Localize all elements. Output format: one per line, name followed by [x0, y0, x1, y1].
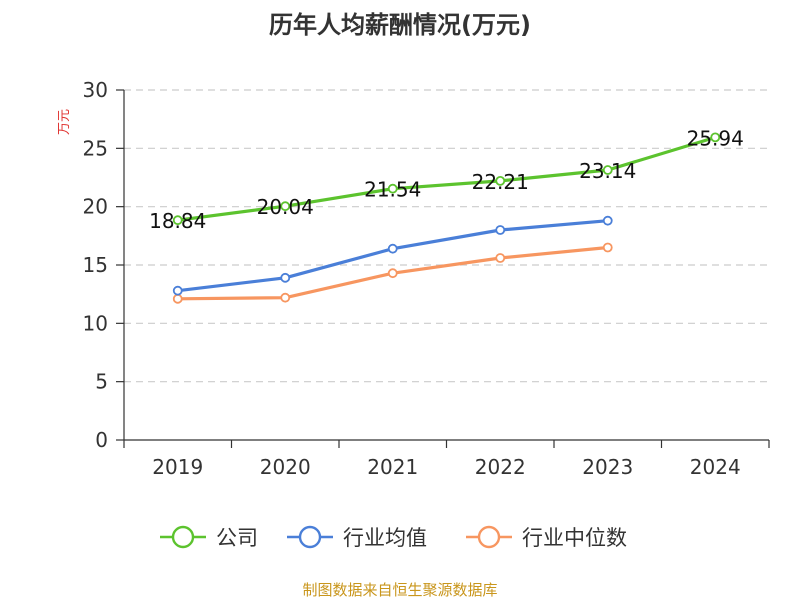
x-tick-label: 2019 — [152, 455, 203, 479]
data-point — [280, 272, 291, 283]
data-label: 25.94 — [687, 126, 744, 150]
data-point — [495, 225, 506, 235]
data-point — [172, 215, 183, 226]
y-tick-label: 5 — [95, 370, 108, 394]
y-tick-label: 15 — [83, 253, 108, 277]
x-tick-label: 2020 — [260, 455, 311, 479]
x-tick-label: 2023 — [582, 455, 633, 479]
data-label: 18.84 — [149, 209, 206, 233]
x-tick-label: 2024 — [690, 455, 741, 479]
x-tick-label: 2022 — [475, 455, 526, 479]
series-line-0 — [176, 135, 717, 222]
data-label: 20.04 — [257, 195, 314, 219]
data-point — [387, 243, 398, 254]
y-axis-label: 万元 — [57, 109, 72, 135]
y-tick-label: 0 — [95, 428, 108, 452]
legend-marker — [298, 525, 322, 549]
data-point — [602, 165, 613, 175]
data-point — [602, 242, 613, 253]
legend-label: 公司 — [216, 526, 258, 550]
data-label: 23.14 — [579, 159, 636, 183]
data-label: 22.21 — [472, 170, 529, 194]
data-point — [387, 268, 398, 279]
data-label: 21.54 — [364, 178, 421, 202]
source-note: 制图数据来自恒生聚源数据库 — [302, 581, 497, 599]
legend[interactable]: 公司 行业均值 行业中位数 — [160, 525, 627, 550]
data-point — [280, 201, 291, 212]
legend-marker — [477, 525, 501, 549]
legend-item-0[interactable]: 公司 — [160, 525, 258, 550]
data-point — [495, 175, 506, 186]
y-tick-label: 25 — [83, 136, 108, 160]
data-point — [387, 183, 398, 194]
legend-label: 行业均值 — [343, 526, 427, 550]
data-point — [710, 132, 721, 143]
x-tick-label: 2021 — [367, 455, 418, 479]
data-point — [172, 293, 183, 304]
y-tick-label: 20 — [83, 195, 108, 219]
axes: 0 5 10 15 20 25 30 2019 2020 2021 2022 2023 2024 — [83, 78, 770, 479]
data-point — [280, 292, 291, 303]
data-point — [172, 285, 183, 296]
data-point — [602, 215, 613, 226]
grid-lines — [124, 89, 769, 383]
series-line-1 — [176, 219, 610, 293]
series-lines — [172, 132, 721, 304]
legend-label: 行业中位数 — [522, 526, 627, 550]
data-labels: 18.84 20.04 21.54 22.21 23.14 25.94 — [149, 126, 744, 233]
legend-marker — [171, 525, 195, 549]
chart-title: 历年人均薪酬情况(万元) — [269, 11, 531, 39]
legend-item-2[interactable]: 行业中位数 — [466, 525, 627, 550]
legend-item-1[interactable]: 行业均值 — [287, 525, 427, 550]
y-tick-label: 30 — [83, 78, 108, 102]
y-tick-label: 10 — [83, 311, 108, 335]
data-point — [495, 253, 506, 263]
